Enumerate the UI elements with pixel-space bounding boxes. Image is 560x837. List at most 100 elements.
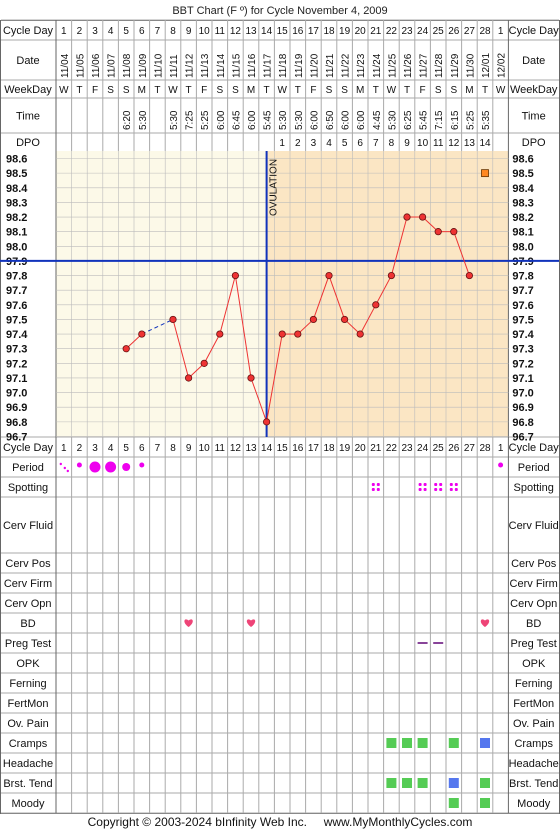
temp-line-segment: [453, 231, 470, 276]
y-tick-label-right: 98.0: [512, 241, 533, 253]
bd-heart-icon: [246, 619, 256, 627]
spotting-mark: [376, 488, 380, 491]
y-tick-label: 97.5: [6, 314, 27, 326]
temp-point: [309, 315, 317, 324]
brst-tend-mark: [402, 778, 412, 788]
dpo-label: 3: [311, 138, 317, 149]
weekday-label: W: [168, 85, 178, 96]
temp-line-segment: [375, 275, 392, 306]
cycle-day-label: 4: [108, 26, 114, 37]
chart-title: BBT Chart (F º) for Cycle November 4, 20…: [172, 5, 387, 17]
cycle-day-label-bottom: 7: [155, 443, 161, 454]
date-label: 11/18: [278, 53, 289, 78]
time-label: 4:45: [372, 110, 383, 130]
row-label-cerv-pos: Cerv Pos: [5, 558, 51, 570]
temp-point: [278, 330, 286, 338]
cycle-day-label-bottom: 13: [245, 443, 257, 454]
period-mark: [122, 463, 131, 471]
cycle-day-label: 3: [92, 26, 98, 37]
cycle-day-label: 12: [230, 26, 242, 37]
row-label-right-date: Date: [522, 55, 545, 67]
row-label-cerv-fluid: Cerv Fluid: [3, 520, 53, 532]
row-label-right-cerv-firm: Cerv Firm: [510, 578, 558, 590]
cramps-mark: [448, 738, 459, 748]
brst-tend-mark: [448, 778, 459, 788]
y-tick-label: 96.8: [6, 417, 27, 429]
time-label: 6:25: [403, 110, 414, 130]
temp-line-segment: [390, 216, 408, 276]
cycle-day-label: 27: [464, 26, 476, 37]
weekday-label: S: [232, 85, 239, 96]
temp-point: [169, 315, 177, 324]
temp-line-segment: [219, 275, 236, 335]
brst-tend-mark: [417, 778, 428, 788]
temp-point: [450, 228, 458, 236]
date-label: 11/04: [60, 53, 71, 78]
row-label-date: Date: [16, 55, 39, 67]
temp-line-segment: [312, 275, 330, 320]
weekday-label: S: [450, 85, 457, 96]
date-label: 11/24: [372, 53, 383, 78]
time-label: 6:15: [450, 110, 461, 130]
date-label: 11/20: [309, 53, 320, 78]
date-label: 11/25: [387, 53, 398, 78]
cycle-day-label-bottom: 15: [277, 443, 289, 454]
cycle-day-label: 13: [245, 26, 257, 37]
temp-point: [138, 330, 146, 338]
time-label: 5:30: [278, 110, 289, 130]
date-label: 11/29: [450, 53, 461, 78]
date-label: 11/05: [75, 53, 86, 78]
time-label: 5:25: [465, 110, 476, 130]
y-tick-label: 98.0: [6, 241, 27, 253]
date-label: 11/28: [434, 53, 445, 78]
row-label-cerv-opn: Cerv Opn: [4, 598, 51, 610]
cycle-day-label: 8: [170, 26, 176, 37]
y-tick-label: 97.7: [6, 285, 27, 297]
row-label-cerv-firm: Cerv Firm: [4, 578, 52, 590]
cycle-day-label-bottom: 6: [139, 443, 145, 454]
period-spot-mark: [66, 469, 70, 473]
time-label: 6:00: [309, 110, 320, 130]
row-label-right-cycle-day: Cycle Day: [509, 25, 560, 37]
cycle-day-label-bottom: 8: [170, 443, 176, 454]
y-tick-label-right: 97.3: [512, 344, 533, 356]
cycle-day-label: 2: [77, 26, 83, 37]
y-tick-label-right: 96.8: [512, 417, 533, 429]
time-label: 5:35: [481, 110, 492, 130]
weekday-label: W: [496, 85, 506, 96]
time-label: 7:15: [434, 110, 445, 130]
cycle-day-label-bottom: 21: [370, 443, 382, 454]
ovulation-label: OVULATION: [269, 159, 280, 216]
row-label-right-cerv-opn: Cerv Opn: [510, 598, 557, 610]
spotting-mark: [423, 483, 427, 486]
cycle-day-label: 14: [261, 26, 273, 37]
time-label: 5:45: [419, 110, 430, 130]
date-label: 11/27: [419, 53, 430, 78]
weekday-label: W: [387, 85, 397, 96]
brst-tend-mark: [480, 778, 490, 788]
row-label-right-cycle-day: Cycle Day: [509, 442, 560, 454]
temp-line-segment: [250, 377, 268, 423]
dpo-label: 12: [448, 138, 460, 149]
cycle-day-label-bottom: 16: [292, 443, 304, 454]
weekday-label: S: [341, 85, 348, 96]
period-mark: [89, 461, 101, 473]
cycle-day-label: 5: [123, 26, 129, 37]
cycle-day-label-bottom: 1: [498, 443, 504, 454]
dpo-label: 8: [389, 138, 395, 149]
date-label: 11/30: [465, 53, 476, 78]
bd-heart-icon: [480, 619, 490, 627]
spotting-mark: [434, 483, 438, 486]
temp-line-segment: [172, 319, 190, 379]
period-mark: [105, 461, 117, 473]
cycle-day-label-bottom: 20: [355, 443, 367, 454]
weekday-label: W: [59, 85, 69, 96]
time-label: 5:30: [169, 110, 180, 130]
cycle-day-label-bottom: 9: [186, 443, 192, 454]
y-tick-label-right: 98.3: [512, 197, 533, 209]
date-label: 11/26: [403, 53, 414, 78]
y-tick-label: 98.1: [6, 227, 27, 239]
cycle-day-label: 23: [401, 26, 413, 37]
row-label-right-cerv-fluid: Cerv Fluid: [509, 520, 559, 532]
y-tick-label-right: 97.7: [512, 285, 533, 297]
